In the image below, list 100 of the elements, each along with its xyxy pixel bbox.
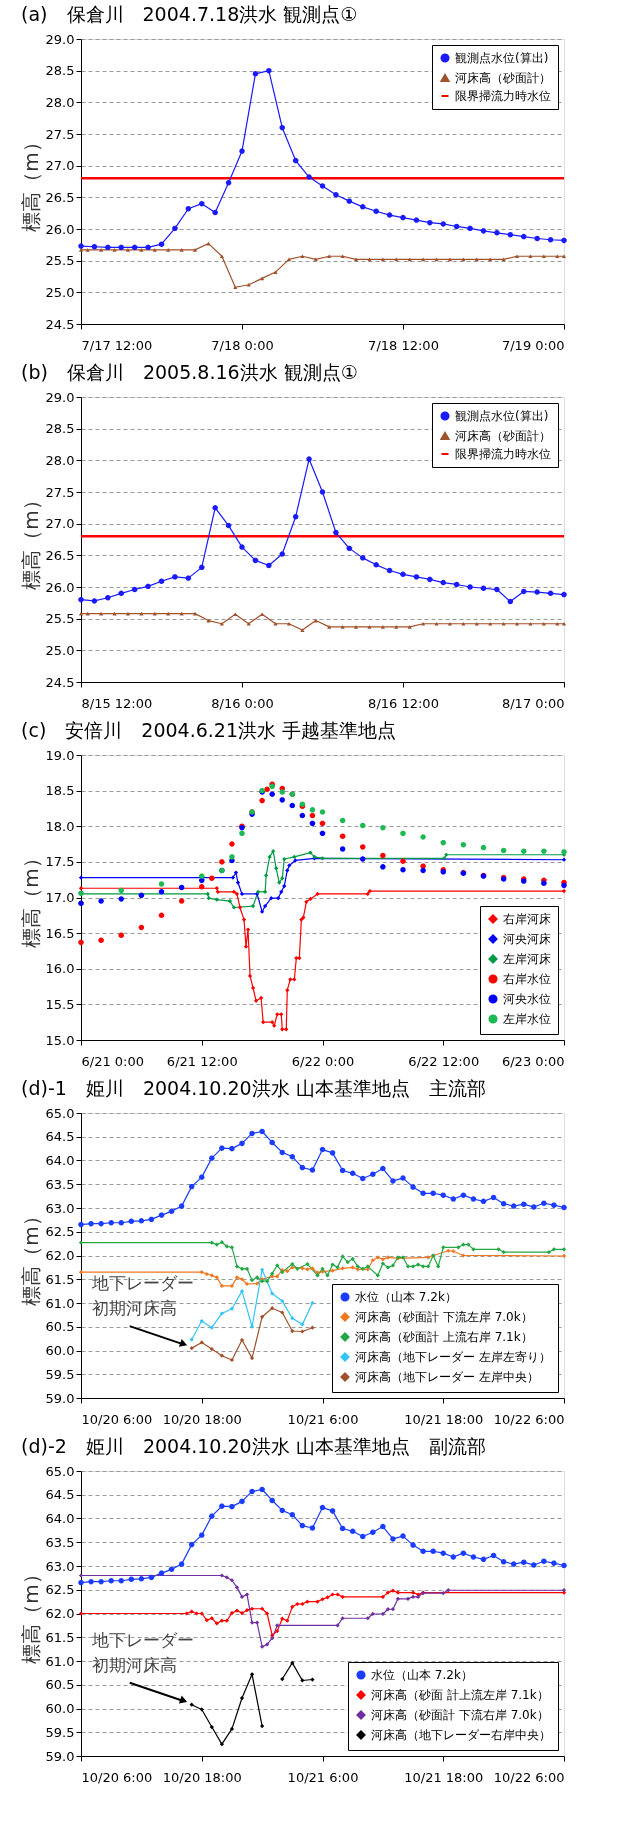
y-tick-label: 63.5 [45, 1534, 75, 1550]
y-tick-label: 59.5 [45, 1724, 75, 1740]
x-tick-label: 8/16 0:00 [211, 695, 274, 711]
x-tick-label: 7/18 0:00 [211, 337, 274, 353]
y-tick-label: 17.5 [45, 854, 75, 870]
y-tick-label: 59.5 [45, 1366, 75, 1382]
y-tick-label: 61.5 [45, 1271, 75, 1287]
legend-label: 右岸水位 [503, 972, 551, 986]
y-tick-label: 63.0 [45, 1200, 75, 1216]
y-tick-label: 28.5 [45, 421, 75, 437]
x-tick-label: 10/21 18:00 [404, 1769, 484, 1785]
y-axis-title: 標高（m） [18, 1206, 43, 1306]
y-axis-title: 標高（m） [18, 848, 43, 948]
y-tick-label: 15.5 [45, 996, 75, 1012]
legend-label: 河床高（砂面計 下流左岸 7.0k） [355, 1310, 533, 1324]
y-tick-label: 24.5 [45, 674, 75, 690]
y-tick-label: 60.5 [45, 1319, 75, 1335]
legend-label: 観測点水位(算出) [455, 409, 549, 423]
y-tick-label: 18.0 [45, 818, 75, 834]
x-tick-label: 10/20 18:00 [162, 1769, 242, 1785]
chart-title: (d)-2 姫川 2004.10.20洪水 山本基準地点 副流部 [21, 1435, 486, 1457]
x-tick-label: 8/17 0:00 [501, 695, 565, 711]
y-tick-label: 25.5 [45, 611, 75, 627]
x-tick-label: 6/21 12:00 [166, 1053, 238, 1069]
annotation: 初期河床高 [91, 1654, 177, 1675]
y-tick-label: 16.5 [45, 925, 75, 941]
x-tick-label: 7/18 12:00 [368, 337, 439, 353]
legend-label: 水位（山本 7.2k） [371, 1668, 473, 1682]
y-tick-label: 28.0 [45, 452, 75, 468]
y-tick-label: 26.5 [45, 547, 75, 563]
x-tick-label: 10/20 6:00 [81, 1411, 153, 1427]
y-tick-label: 29.0 [45, 31, 75, 47]
legend-label: 水位（山本 7.2k） [355, 1290, 457, 1304]
legend-label: 限界掃流力時水位 [455, 89, 551, 103]
legend-label: 河床高（砂面計） [455, 71, 551, 85]
chart-title: (b) 保倉川 2005.8.16洪水 観測点① [21, 361, 358, 383]
y-tick-label: 16.0 [45, 961, 75, 977]
y-axis-title: 標高（m） [18, 490, 43, 590]
x-tick-label: 10/21 18:00 [404, 1411, 484, 1427]
y-tick-label: 62.0 [45, 1606, 75, 1621]
y-tick-label: 26.5 [45, 189, 75, 205]
y-tick-label: 27.0 [45, 158, 75, 174]
y-tick-label: 28.5 [45, 63, 75, 79]
x-tick-label: 7/19 0:00 [501, 337, 565, 353]
chart-title: (d)-1 姫川 2004.10.20洪水 山本基準地点 主流部 [21, 1077, 486, 1099]
x-tick-label: 6/22 12:00 [408, 1053, 480, 1069]
x-tick-label: 10/21 6:00 [287, 1411, 359, 1427]
y-tick-label: 64.0 [45, 1511, 75, 1526]
legend-label: 河床高（砂面計） [455, 429, 551, 443]
x-tick-label: 6/22 0:00 [291, 1053, 355, 1069]
y-tick-label: 25.5 [45, 253, 75, 269]
y-tick-label: 25.0 [45, 642, 75, 658]
y-tick-label: 25.0 [45, 284, 75, 300]
x-tick-label: 10/22 6:00 [493, 1769, 565, 1785]
legend-label: 河床高（砂面計 上流右岸 7.1k） [355, 1330, 533, 1344]
legend-label: 河床高（地下レーダー 左岸中央） [355, 1370, 539, 1384]
y-tick-label: 26.0 [45, 221, 75, 237]
y-tick-label: 61.5 [45, 1629, 75, 1645]
y-tick-label: 18.5 [45, 783, 75, 799]
y-tick-label: 60.5 [45, 1677, 75, 1693]
y-axis-title: 標高（m） [18, 132, 43, 232]
legend-label: 右岸河床 [503, 912, 551, 926]
y-tick-label: 64.5 [45, 1487, 75, 1503]
y-tick-label: 59.0 [45, 1748, 75, 1764]
legend-label: 河床高（砂面計 下流右岸 7.0k） [371, 1708, 549, 1722]
y-tick-label: 61.0 [45, 1653, 75, 1669]
y-tick-label: 24.5 [45, 316, 75, 332]
legend-label: 限界掃流力時水位 [455, 447, 551, 461]
y-tick-label: 27.5 [45, 484, 75, 500]
y-tick-label: 28.0 [45, 94, 75, 110]
legend-label: 観測点水位(算出) [455, 51, 549, 65]
annotation: 地下レーダー [90, 1629, 194, 1650]
legend-label: 河央河床 [503, 932, 551, 946]
y-tick-label: 17.0 [45, 890, 75, 905]
annotation: 地下レーダー [90, 1273, 194, 1294]
x-tick-label: 8/16 12:00 [368, 695, 439, 711]
y-tick-label: 26.0 [45, 579, 75, 595]
x-tick-label: 10/20 18:00 [162, 1411, 242, 1427]
y-tick-label: 65.0 [45, 1463, 75, 1479]
y-tick-label: 63.5 [45, 1176, 75, 1192]
y-tick-label: 61.0 [45, 1295, 75, 1311]
y-tick-label: 62.5 [45, 1582, 75, 1598]
annotation: 初期河床高 [91, 1298, 177, 1319]
legend-label: 左岸河床 [503, 952, 551, 966]
x-tick-label: 6/23 0:00 [501, 1053, 565, 1069]
legend-label: 左岸水位 [503, 1012, 551, 1026]
y-axis-title: 標高（m） [18, 1564, 43, 1664]
chart-title: (a) 保倉川 2004.7.18洪水 観測点① [21, 3, 358, 25]
y-tick-label: 60.0 [45, 1701, 75, 1716]
legend-label: 河央水位 [503, 992, 551, 1006]
y-tick-label: 59.0 [45, 1390, 75, 1406]
y-tick-label: 27.5 [45, 126, 75, 142]
x-tick-label: 8/15 12:00 [81, 695, 153, 711]
x-tick-label: 6/21 0:00 [81, 1053, 145, 1069]
x-tick-label: 10/22 6:00 [493, 1411, 565, 1427]
x-tick-label: 10/21 6:00 [287, 1769, 359, 1785]
y-tick-label: 63.0 [45, 1558, 75, 1574]
y-tick-label: 27.0 [45, 516, 75, 532]
y-tick-label: 65.0 [45, 1105, 75, 1121]
legend-label: 河床高（地下レーダー 左岸左寄り） [355, 1350, 551, 1364]
